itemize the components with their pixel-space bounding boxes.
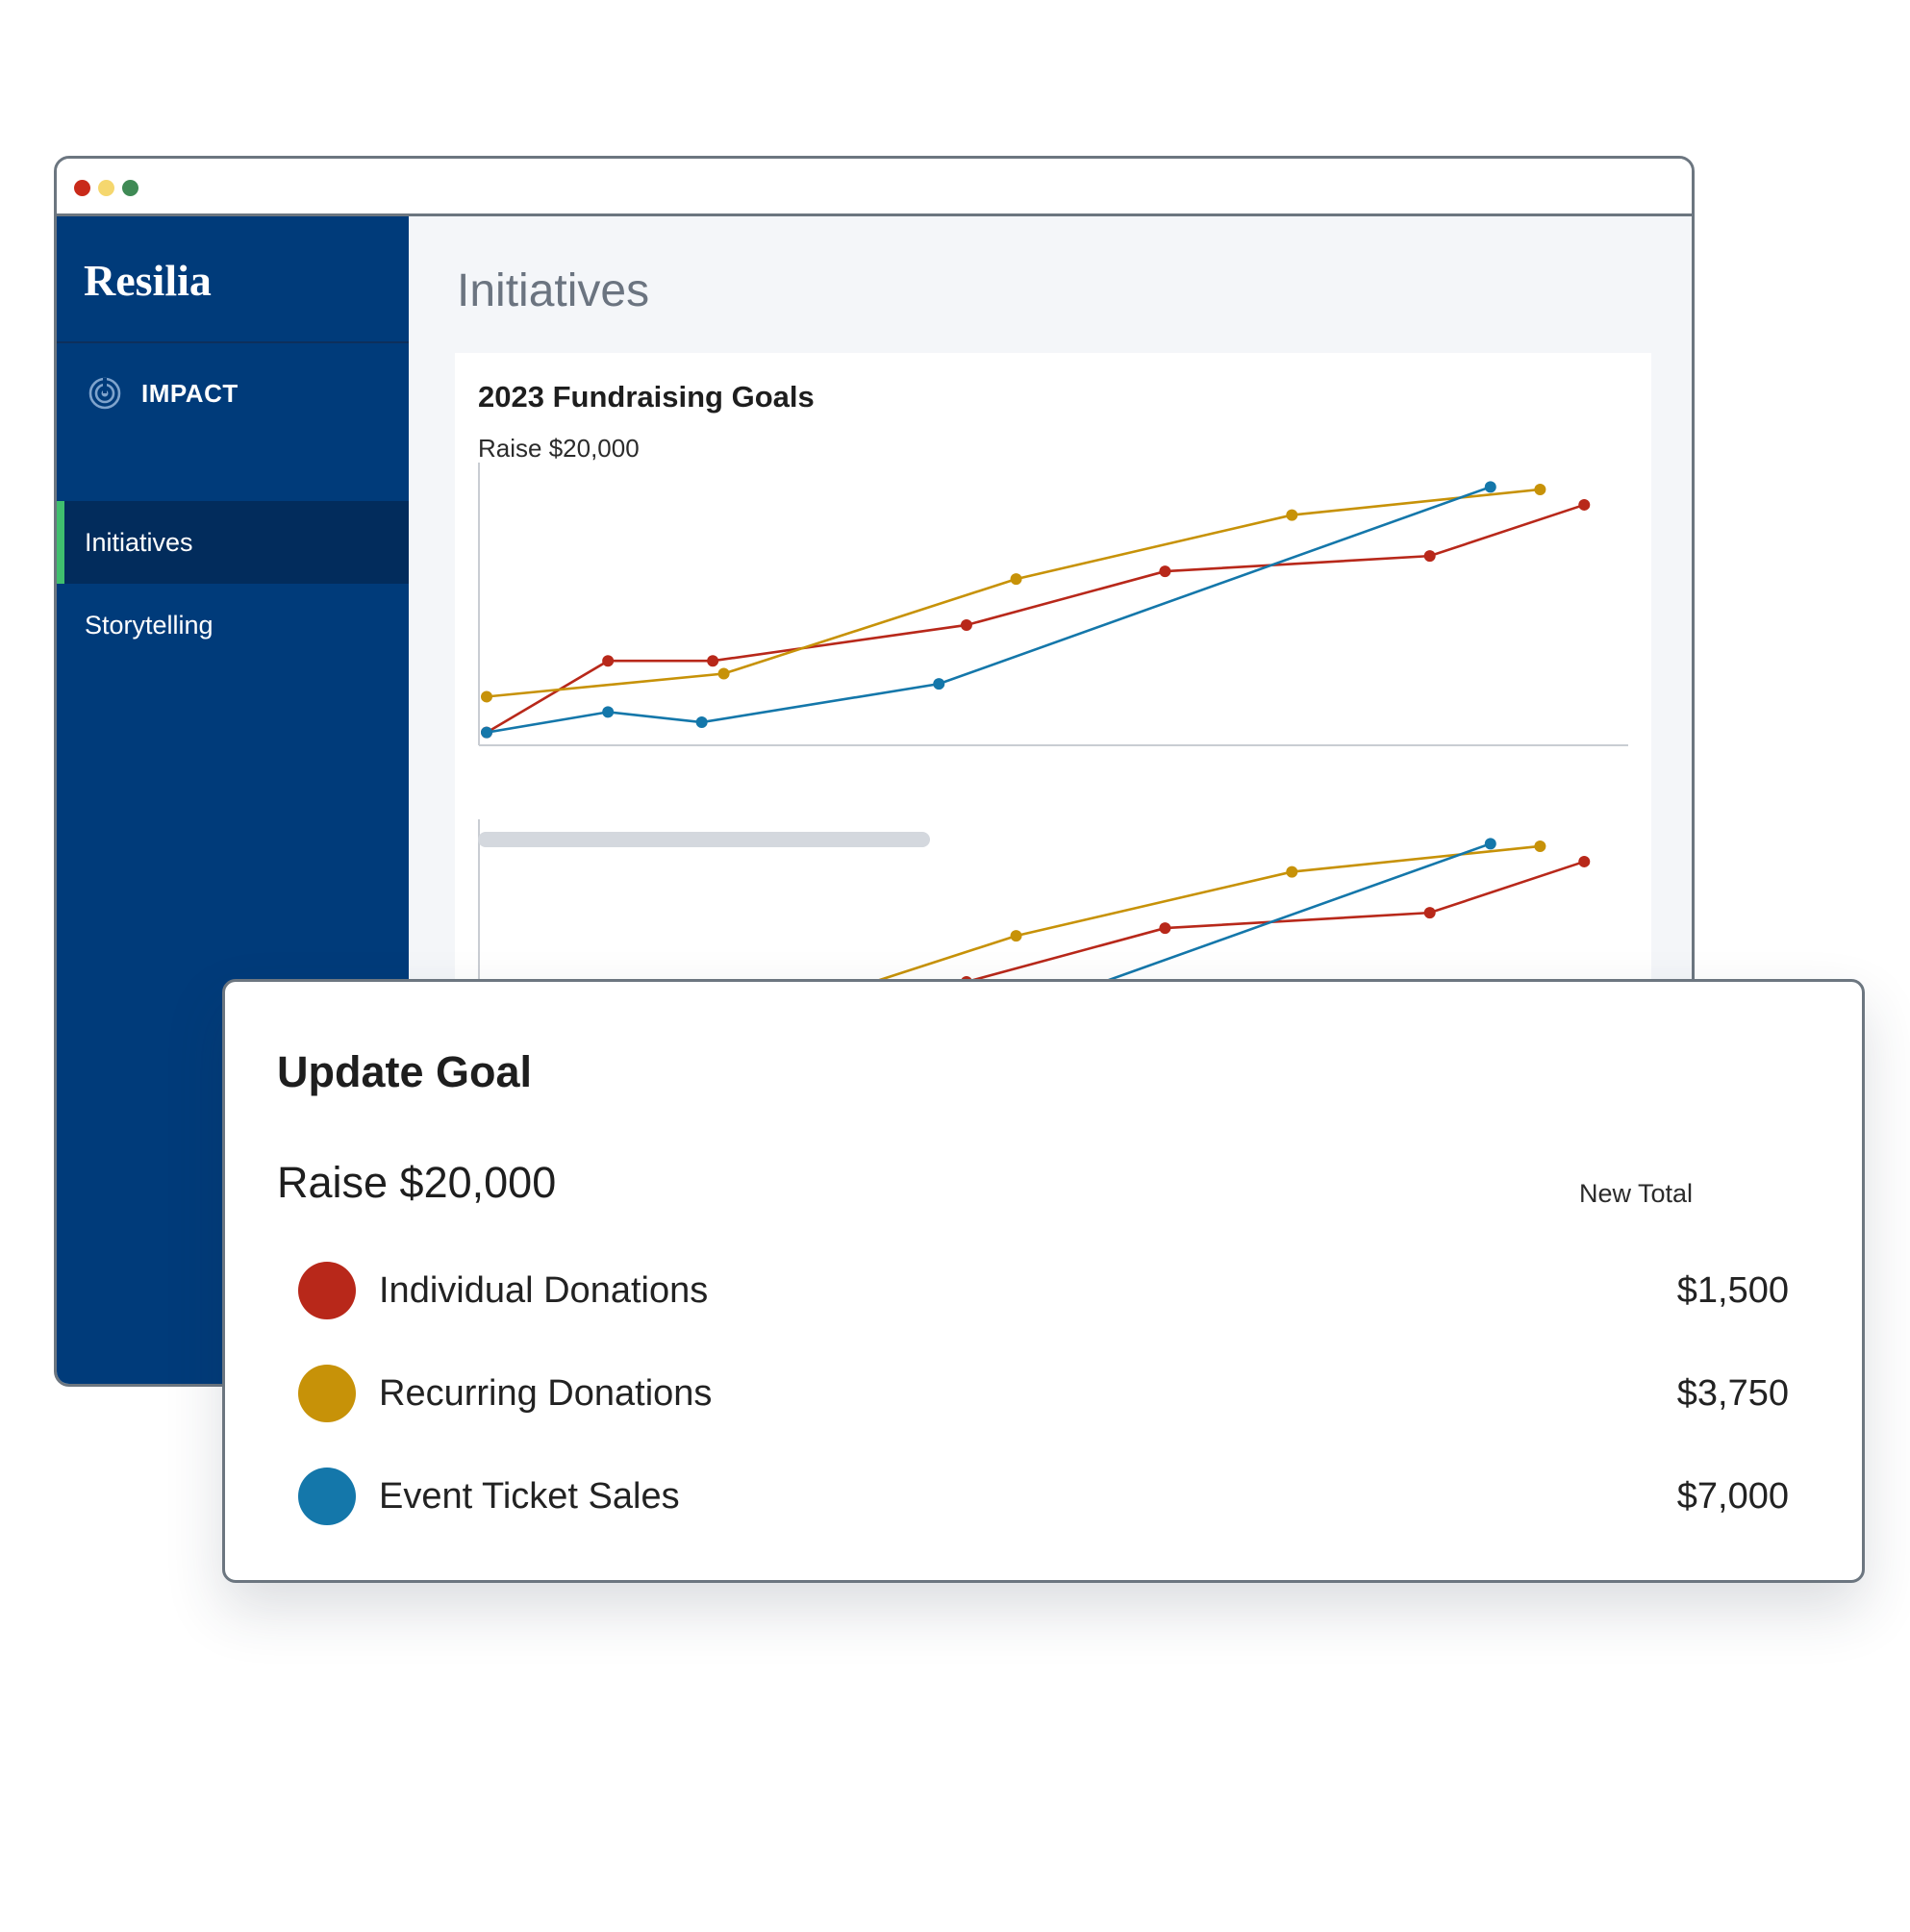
series-line-individual-donations [486,503,1585,734]
legend-dot-icon [298,1262,356,1319]
data-point-event-ticket-sales-1[interactable] [602,706,615,718]
goal-row-amount[interactable]: $1,500 [1676,1269,1789,1311]
goal-row-amount[interactable]: $7,000 [1676,1475,1789,1517]
window-titlebar [57,159,1692,216]
data-point-event-ticket-sales-2[interactable] [695,716,708,729]
app-window: Resilia IMPACT Initiatives Storytelling … [54,156,1695,1387]
impact-icon [88,377,121,410]
data-point-event-ticket-sales-3[interactable] [933,678,945,690]
series-line-event-ticket-sales [486,486,1492,734]
goal-row-label: Recurring Donations [379,1372,713,1414]
data-point-individual-donations-5[interactable] [1423,907,1436,919]
maximize-dot[interactable] [122,180,138,196]
update-goal-modal: Update Goal Raise $20,000 New Total Indi… [222,979,1865,1583]
minimize-dot[interactable] [98,180,114,196]
data-point-individual-donations-5[interactable] [1423,550,1436,563]
series-line-recurring-donations [486,488,1541,698]
data-point-individual-donations-6[interactable] [1578,855,1591,867]
data-point-recurring-donations-2[interactable] [1010,930,1022,942]
sidebar-section-impact[interactable]: IMPACT [57,363,409,424]
data-point-recurring-donations-3[interactable] [1286,509,1298,521]
sidebar-item-storytelling[interactable]: Storytelling [57,584,409,666]
data-point-individual-donations-4[interactable] [1159,922,1171,935]
goal-row-event[interactable]: Event Ticket Sales $7,000 [298,1467,1789,1526]
data-point-recurring-donations-2[interactable] [1010,573,1022,586]
data-point-recurring-donations-0[interactable] [481,690,492,703]
data-point-recurring-donations-4[interactable] [1534,840,1546,852]
card-title: 2023 Fundraising Goals [478,380,815,414]
data-point-recurring-donations-4[interactable] [1534,483,1546,495]
sidebar-section-label: IMPACT [141,378,239,408]
sidebar-item-label: Initiatives [85,527,193,557]
goal-row-label: Individual Donations [379,1269,709,1311]
page-title: Initiatives [457,265,650,316]
data-point-event-ticket-sales-0[interactable] [481,726,492,739]
data-point-individual-donations-1[interactable] [602,655,615,667]
sidebar-item-label: Storytelling [85,610,214,640]
goal-row-individual[interactable]: Individual Donations $1,500 [298,1261,1789,1320]
data-point-individual-donations-4[interactable] [1159,565,1171,578]
legend-dot-icon [298,1468,356,1525]
data-point-individual-donations-6[interactable] [1578,498,1591,511]
chart-panel-primary [478,463,1628,746]
data-point-recurring-donations-3[interactable] [1286,866,1298,878]
legend-dot-icon [298,1365,356,1422]
data-point-event-ticket-sales-4[interactable] [1484,838,1496,850]
modal-title: Update Goal [277,1047,533,1096]
loading-placeholder-bar [478,832,930,847]
new-total-header: New Total [1579,1179,1694,1208]
goal-row-amount[interactable]: $3,750 [1676,1372,1789,1414]
data-point-individual-donations-3[interactable] [960,618,972,631]
data-point-individual-donations-2[interactable] [707,655,719,667]
brand-logo[interactable]: Resilia [84,256,212,305]
data-point-event-ticket-sales-4[interactable] [1484,481,1496,493]
data-point-recurring-donations-1[interactable] [717,667,730,680]
card-subtitle: Raise $20,000 [478,434,640,463]
goal-amount: Raise $20,000 [277,1158,557,1207]
sidebar-item-initiatives[interactable]: Initiatives [57,501,409,584]
goal-row-label: Event Ticket Sales [379,1475,680,1517]
close-dot[interactable] [74,180,90,196]
goal-row-recurring[interactable]: Recurring Donations $3,750 [298,1364,1789,1423]
sidebar-divider [57,341,409,343]
